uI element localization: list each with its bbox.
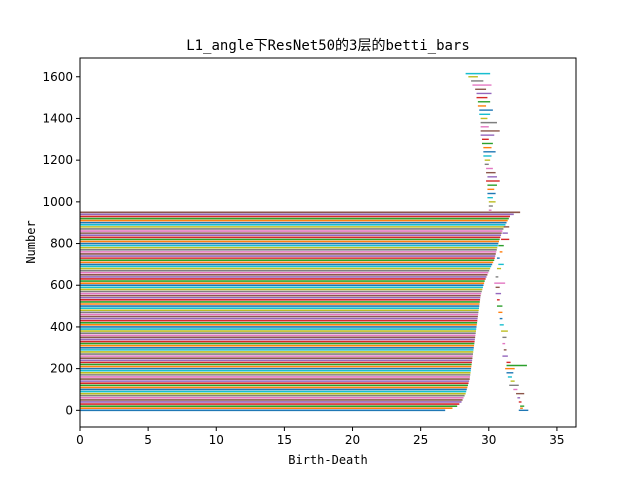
chart-title: L1_angle下ResNet50的3层的betti_bars — [186, 38, 470, 54]
x-tick-label: 0 — [76, 433, 84, 447]
x-axis-ticks: 0 5 10 15 20 25 30 35 — [76, 427, 565, 447]
x-axis-label: Birth-Death — [288, 453, 367, 467]
y-axis-label: Number — [24, 220, 38, 263]
y-tick-label: 1400 — [42, 111, 73, 125]
axes-frame — [79, 57, 577, 428]
y-tick-label: 1600 — [42, 70, 73, 84]
y-tick-label: 200 — [50, 362, 73, 376]
x-tick-label: 25 — [413, 433, 428, 447]
x-tick-label: 30 — [481, 433, 496, 447]
y-axis-ticks: 0 200 400 600 800 1000 1200 1400 1600 — [42, 70, 80, 417]
x-tick-label: 5 — [144, 433, 152, 447]
x-tick-label: 35 — [549, 433, 564, 447]
x-tick-label: 10 — [209, 433, 224, 447]
x-tick-label: 15 — [277, 433, 292, 447]
y-tick-label: 0 — [65, 403, 73, 417]
y-tick-label: 800 — [50, 237, 73, 251]
y-tick-label: 600 — [50, 278, 73, 292]
x-tick-label: 20 — [345, 433, 360, 447]
y-tick-label: 1000 — [42, 195, 73, 209]
y-tick-label: 400 — [50, 320, 73, 334]
y-tick-label: 1200 — [42, 153, 73, 167]
plot-area — [80, 72, 529, 412]
